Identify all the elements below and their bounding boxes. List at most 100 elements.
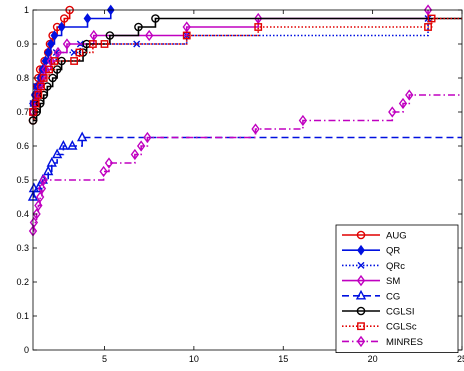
legend-marker [356, 230, 366, 240]
data-point [151, 14, 160, 23]
data-point [37, 82, 45, 91]
data-point [50, 57, 59, 65]
data-point [104, 157, 114, 169]
data-point [53, 46, 63, 59]
data-point [29, 216, 39, 229]
y-tick-label: 0.8 [16, 73, 29, 83]
data-point [46, 38, 55, 50]
legend-entry: MINRES [342, 335, 423, 348]
legend-marker [356, 335, 366, 348]
legend-marker [356, 306, 366, 316]
data-point [251, 123, 260, 135]
data-point [136, 140, 146, 152]
data-point [33, 182, 44, 193]
data-point [75, 48, 84, 57]
series-cglsc [29, 14, 462, 116]
legend-entry: CGLSI [342, 307, 415, 318]
data-point [41, 63, 50, 76]
legend-label: QR [386, 246, 400, 257]
data-point [50, 30, 59, 41]
data-point [44, 47, 53, 58]
legend-entry: CG [342, 289, 400, 302]
data-point [427, 14, 436, 23]
legend: AUG QR QRc SM CG CGLSI CGLSc MINRES [335, 224, 459, 353]
x-tick-label: 15 [278, 354, 288, 364]
y-tick-label: 0.4 [16, 209, 29, 219]
data-point [424, 23, 432, 31]
x-tick-label: 25 [457, 354, 464, 364]
data-point [143, 131, 152, 144]
legend-label: MINRES [386, 337, 423, 348]
data-point [39, 74, 48, 82]
data-point [83, 13, 92, 24]
legend-label: CGLSc [386, 322, 417, 333]
data-point [34, 199, 43, 212]
legend-label: AUG [386, 231, 407, 242]
data-point [51, 148, 63, 159]
data-point [134, 22, 143, 32]
data-point [58, 140, 69, 150]
data-point [145, 29, 154, 42]
legend-box [335, 224, 459, 353]
data-point [398, 97, 408, 110]
data-point [405, 89, 414, 101]
data-point [182, 21, 191, 33]
y-tick-label: 0.5 [16, 175, 29, 185]
data-point [298, 114, 308, 127]
x-tick-label: 5 [102, 354, 107, 364]
data-point [67, 140, 78, 150]
legend-marker [355, 289, 367, 300]
y-tick-label: 0.1 [16, 311, 29, 321]
data-point [31, 99, 40, 108]
y-tick-label: 0.6 [16, 141, 29, 151]
legend-label: CG [386, 291, 400, 302]
data-point [57, 21, 66, 33]
data-point [62, 38, 72, 50]
data-point [32, 208, 41, 220]
data-point [99, 165, 108, 178]
legend-entry: QR [342, 244, 400, 257]
data-point [76, 131, 88, 142]
y-tick-label: 0 [24, 345, 29, 355]
data-point [100, 40, 109, 48]
data-point [88, 40, 97, 48]
data-point [34, 91, 43, 99]
data-point [130, 148, 140, 161]
data-point [45, 65, 53, 74]
axes-layer: 5 10 15 20 25 0 0.1 0.2 0.3 0.4 0.5 0.6 0.7 0.8 0.9 1 [16, 5, 464, 364]
data-point [39, 174, 48, 186]
data-point [46, 55, 56, 67]
y-tick-label: 0.3 [16, 243, 29, 253]
data-point [254, 12, 263, 25]
data-point [46, 157, 57, 167]
data-point [182, 31, 191, 40]
data-point [59, 14, 69, 23]
data-point [37, 182, 47, 195]
data-point [35, 99, 45, 108]
series-minres [28, 89, 462, 237]
legend-marker [357, 261, 365, 269]
data-point [43, 165, 54, 176]
legend-marker [357, 322, 365, 331]
data-point [89, 29, 98, 42]
data-point [105, 31, 115, 40]
legend-entry: CGLSc [342, 322, 417, 333]
legend-label: QRc [386, 261, 405, 272]
legend-entry: AUG [342, 231, 407, 242]
x-tick-label: 20 [368, 354, 378, 364]
legend-marker [356, 274, 366, 287]
data-point [39, 90, 49, 100]
legend-entry: SM [342, 274, 400, 287]
data-point [423, 4, 433, 16]
legend-entry: QRc [342, 261, 405, 272]
y-tick-label: 0.7 [16, 107, 29, 117]
x-tick-label: 10 [189, 354, 199, 364]
data-point [254, 23, 263, 31]
y-tick-label: 1 [24, 5, 29, 15]
data-point [70, 57, 79, 65]
y-tick-label: 0.9 [16, 39, 29, 49]
legend-label: SM [386, 276, 400, 287]
data-point [35, 191, 45, 203]
y-tick-label: 0.2 [16, 277, 29, 287]
